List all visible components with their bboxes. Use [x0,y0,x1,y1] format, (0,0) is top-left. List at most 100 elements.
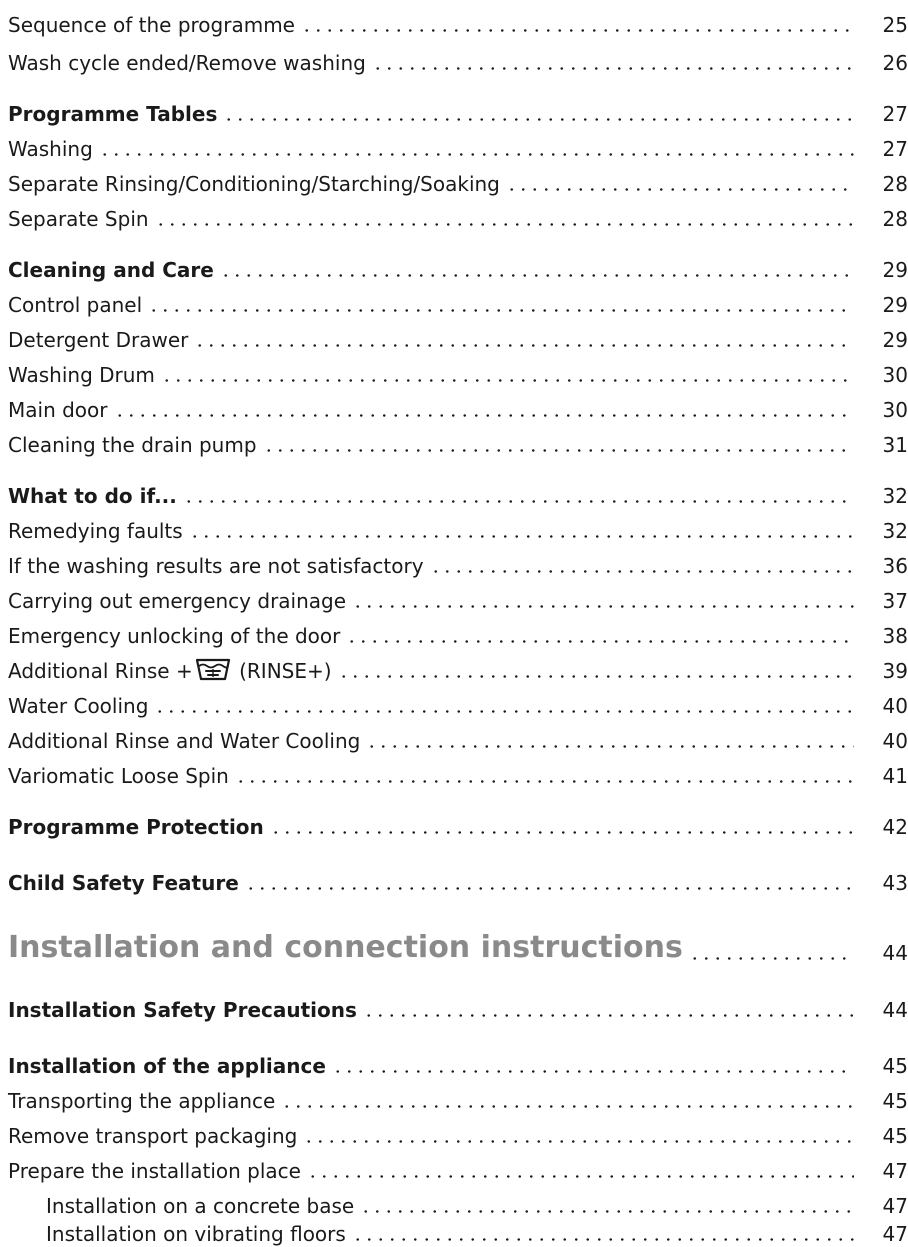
toc-entry-title: Separate Rinsing/Conditioning/Starching/… [8,172,500,196]
leader-dots [244,870,854,896]
toc-entry[interactable]: Water Cooling 40 [8,689,908,719]
toc-section-heading[interactable]: Installation Safety Precautions 44 [8,993,908,1023]
toc-entry-title: Sequence of the programme [8,13,295,37]
leader-dots [154,693,854,719]
toc-entry-title: Programme Tables [8,102,218,126]
leader-dots [360,1193,854,1219]
leader-dots [148,292,854,318]
leader-dots [219,257,854,283]
toc-entry-page: 40 [882,694,908,718]
toc-entry[interactable]: Remedying faults 32 [8,514,908,544]
toc-entry-title: Control panel [8,293,143,317]
toc-entry-title: Programme Protection [8,815,264,839]
leader-dots [688,940,854,966]
toc-entry-page: 31 [882,433,908,457]
leader-dots [269,814,854,840]
toc-entry-title: Remedying faults [8,519,183,543]
toc-entry-title: Installation on vibrating floors [46,1222,346,1246]
leader-dots [505,171,854,197]
leader-dots [337,658,854,684]
toc-entry[interactable]: Emergency unlocking of the door 38 [8,619,908,649]
toc-entry-title: Emergency unlocking of the door [8,624,341,648]
leader-dots [303,1123,854,1149]
toc-subentry[interactable]: Installation on a concrete base 47 [8,1189,908,1219]
toc-entry[interactable]: Detergent Drawer 29 [8,323,908,353]
toc-entry-page: 32 [882,484,908,508]
toc-entry[interactable]: Prepare the installation place 47 [8,1154,908,1184]
toc-entry-title: Installation Safety Precautions [8,998,357,1022]
toc-entry-page: 45 [882,1124,908,1148]
leader-dots [362,997,854,1023]
toc-section-heading[interactable]: Cleaning and Care 29 [8,253,908,283]
toc-entry-page: 37 [882,589,908,613]
toc-section-heading[interactable]: Installation of the appliance 45 [8,1049,908,1079]
toc-entry[interactable]: Washing 27 [8,132,908,162]
leader-dots [371,50,854,76]
leader-dots [306,1158,854,1184]
toc-entry-page: 38 [882,624,908,648]
toc-entry-page: 25 [882,13,908,37]
toc-entry-title: Washing [8,137,93,161]
toc-section-heading[interactable]: Programme Protection 42 [8,810,908,840]
toc-entry[interactable]: Additional Rinse and Water Cooling 40 [8,724,908,754]
toc-entry-title: Detergent Drawer [8,328,189,352]
toc-section-heading[interactable]: Programme Tables 27 [8,97,908,127]
toc-entry-page: 42 [882,815,908,839]
toc-entry[interactable]: Transporting the appliance 45 [8,1084,908,1114]
toc-section-heading[interactable]: Child Safety Feature 43 [8,866,908,896]
toc-entry-title: Main door [8,398,108,422]
toc-entry-page: 27 [882,137,908,161]
toc-entry[interactable]: Remove transport packaging 45 [8,1119,908,1149]
toc-entry[interactable]: If the washing results are not satisfact… [8,549,908,579]
toc-entry-title: Wash cycle ended/Remove washing [8,51,366,75]
toc-entry[interactable]: Variomatic Loose Spin 41 [8,759,908,789]
toc-chapter-heading[interactable]: Installation and connection instructions… [8,926,908,966]
toc-entry-title: Transporting the appliance [8,1089,276,1113]
toc-entry-page: 47 [882,1194,908,1218]
toc-entry-page: 30 [882,363,908,387]
toc-entry[interactable]: Main door 30 [8,393,908,423]
toc-entry-title-suffix: (RINSE+) [232,659,332,683]
toc-entry-page: 45 [882,1089,908,1113]
leader-dots [154,206,854,232]
rinse-tub-icon [195,658,230,681]
toc-entry[interactable]: Wash cycle ended/Remove washing 26 [8,46,908,76]
toc-entry-page: 32 [882,519,908,543]
toc-entry[interactable]: Carrying out emergency drainage 37 [8,584,908,614]
toc-entry[interactable]: Separate Spin 28 [8,202,908,232]
toc-entry-page: 28 [882,172,908,196]
toc-entry[interactable]: Separate Rinsing/Conditioning/Starching/… [8,167,908,197]
toc-section-heading[interactable]: What to do if... 32 [8,479,908,509]
toc-entry-page: 47 [882,1222,908,1246]
toc-entry[interactable]: Additional Rinse + (RINSE+) 39 [8,654,908,684]
toc-entry-page: 45 [882,1054,908,1078]
toc-entry-page: 27 [882,102,908,126]
leader-dots [300,12,854,38]
toc-entry-page: 26 [882,51,908,75]
toc-subentry[interactable]: Installation on vibrating floors 47 [8,1222,908,1247]
leader-dots [223,101,854,127]
toc-entry-page: 41 [882,764,908,788]
toc-entry-title: Prepare the installation place [8,1159,301,1183]
toc-entry[interactable]: Control panel 29 [8,288,908,318]
leader-dots [346,623,854,649]
toc-entry-page: 39 [882,659,908,683]
toc-entry-title: Cleaning the drain pump [8,433,257,457]
toc-entry-page: 28 [882,207,908,231]
toc-entry-title: Cleaning and Care [8,258,214,282]
toc-entry-page: 40 [882,729,908,753]
leader-dots [160,362,854,388]
toc-entry-title: Additional Rinse and Water Cooling [8,729,361,753]
leader-dots [194,327,854,353]
toc-entry-title: Installation on a concrete base [46,1194,355,1218]
toc-entry-title-prefix: Additional Rinse + [8,659,193,683]
toc-entry-title: Installation and connection instructions [8,930,683,965]
toc-entry[interactable]: Washing Drum 30 [8,358,908,388]
leader-dots [352,588,854,614]
toc-entry-title: If the washing results are not satisfact… [8,554,424,578]
toc-entry-page: 44 [882,941,908,965]
toc-entry-page: 29 [882,293,908,317]
toc-entry[interactable]: Cleaning the drain pump 31 [8,428,908,458]
toc-entry[interactable]: Sequence of the programme 25 [8,8,908,38]
leader-dots [331,1053,854,1079]
